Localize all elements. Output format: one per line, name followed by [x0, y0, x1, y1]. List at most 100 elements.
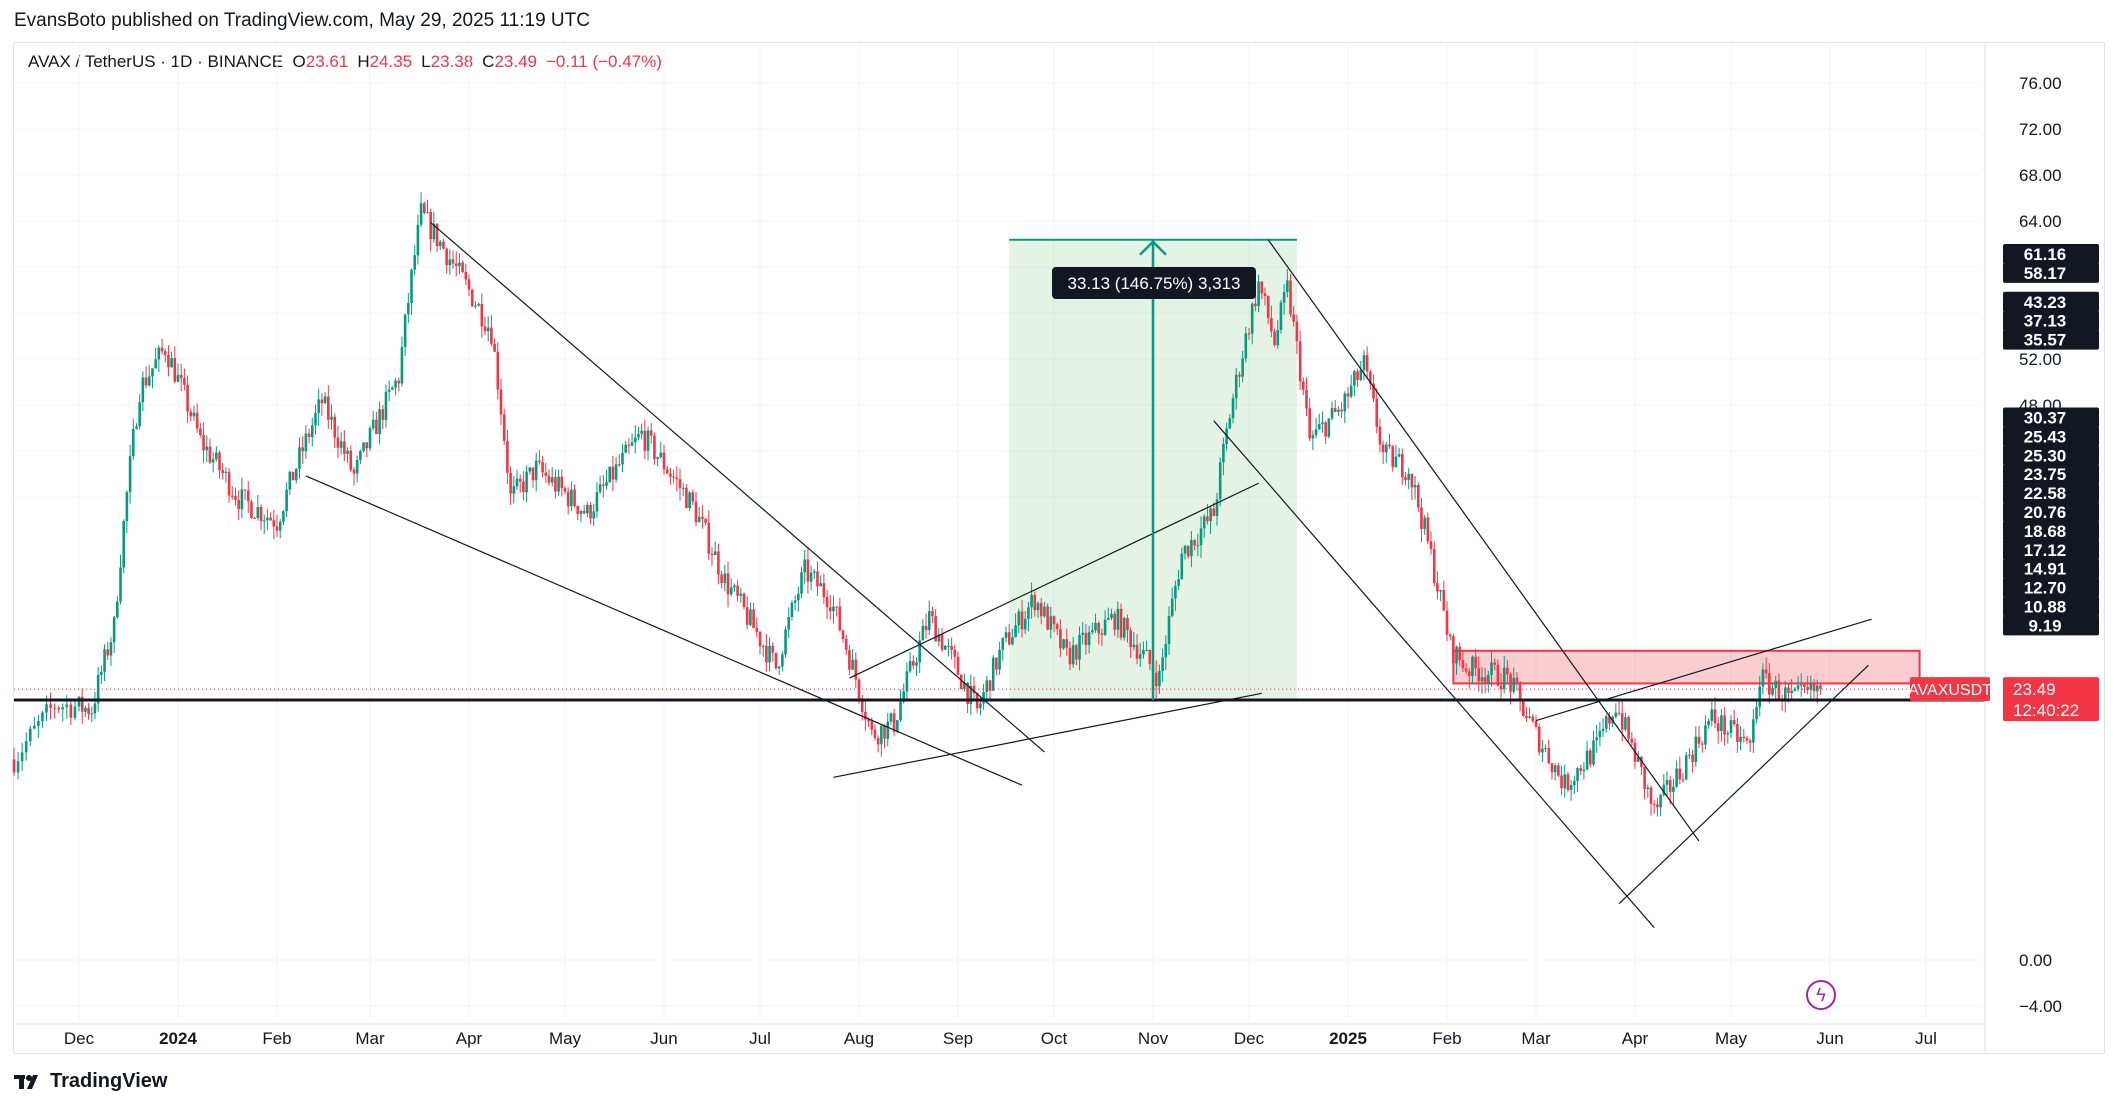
candle-body	[1812, 682, 1816, 692]
time-axis[interactable]: Dec 2024 Feb Mar Apr May Jun Jul Aug Sep Oct Nov Dec…	[14, 1023, 1985, 1048]
candle-body	[243, 489, 247, 491]
flash-icon[interactable]: ϟ	[1806, 980, 1836, 1010]
trendline[interactable]	[1535, 618, 1872, 722]
price-label[interactable]: 58.17	[2003, 262, 2099, 283]
candle-body	[621, 452, 624, 465]
candle-body	[1636, 756, 1640, 762]
candle	[522, 470, 525, 501]
candle-body	[1071, 645, 1075, 665]
price-label-text: 9.19	[2028, 616, 2061, 635]
price-label[interactable]: 30.37	[2003, 407, 2099, 428]
candle-body	[512, 486, 516, 494]
candle	[566, 487, 570, 515]
candle	[256, 494, 260, 521]
price-label[interactable]: 9.19	[2003, 615, 2099, 636]
resistance-zone[interactable]	[1452, 649, 1921, 685]
price-label[interactable]: 25.30	[2003, 445, 2099, 466]
candle	[493, 338, 496, 353]
trendline[interactable]	[849, 482, 1259, 679]
trendline[interactable]	[1618, 664, 1869, 905]
candle-body	[346, 450, 349, 454]
price-label[interactable]: 20.76	[2003, 502, 2099, 522]
candle	[1531, 713, 1535, 724]
price-label[interactable]: 18.68	[2003, 520, 2099, 541]
price-label[interactable]: 14.91	[2003, 558, 2099, 579]
candle	[33, 716, 36, 730]
candle	[509, 466, 512, 505]
candle-body	[259, 507, 263, 522]
price-label[interactable]: 25.43	[2003, 426, 2099, 447]
price-label[interactable]: 17.12	[2003, 539, 2099, 560]
candle	[1553, 763, 1557, 781]
candle-body	[752, 609, 755, 629]
price-label[interactable]: 37.13	[2003, 310, 2099, 331]
price-label[interactable]: 22.58	[2003, 483, 2099, 504]
candle	[662, 444, 666, 475]
price-label[interactable]: 23.75	[2003, 464, 2099, 485]
candle	[122, 519, 126, 574]
price-label[interactable]: 12.70	[2003, 577, 2099, 598]
price-label-box	[2003, 329, 2099, 350]
candle	[1356, 368, 1359, 388]
candle-body	[298, 447, 301, 469]
candle	[838, 597, 842, 632]
chart-frame	[13, 42, 2105, 1054]
candle	[1314, 417, 1318, 439]
candle-body	[1458, 646, 1462, 661]
candle	[183, 368, 186, 391]
trendline[interactable]	[430, 222, 1045, 753]
price-axis[interactable]: 76.0072.0068.0064.0060.0056.0052.0048.00…	[1908, 44, 2099, 1052]
candle	[215, 446, 218, 462]
candle	[1145, 640, 1148, 651]
candle	[1081, 621, 1085, 645]
candle	[515, 469, 519, 490]
price-label-text: 43.23	[2024, 293, 2067, 312]
current-price-tag[interactable]: 23.49 12:40:22	[2003, 677, 2099, 722]
trendline[interactable]	[1213, 420, 1655, 928]
legend-symbol[interactable]: AVAX / TetherUS · 1D · BINANCE	[28, 52, 284, 71]
candle-body	[1254, 303, 1257, 307]
candle	[966, 681, 969, 714]
candle	[1525, 707, 1528, 723]
candle-body	[1097, 622, 1101, 634]
candle	[496, 342, 500, 400]
candle-body	[688, 492, 691, 509]
price-label[interactable]: 43.23	[2003, 291, 2099, 312]
candle-body	[199, 428, 202, 436]
candle-body	[911, 661, 915, 666]
candle	[1573, 775, 1576, 795]
candle	[1499, 673, 1503, 701]
measure-label[interactable]: 33.13 (146.75%) 3,313	[1052, 267, 1256, 299]
price-label[interactable]: 35.57	[2003, 329, 2099, 350]
candle	[103, 644, 106, 682]
candle	[947, 638, 950, 657]
tradingview-logo[interactable]: TradingView	[14, 1070, 167, 1093]
trendline[interactable]	[1267, 239, 1700, 842]
candle	[73, 701, 77, 721]
candle-body	[461, 262, 464, 273]
candle-body	[665, 469, 669, 474]
candle	[1426, 512, 1430, 545]
candle	[630, 433, 634, 447]
candle	[624, 440, 627, 454]
candle-body	[1170, 598, 1174, 617]
candle-body	[291, 471, 295, 481]
candle	[1186, 545, 1190, 559]
candle	[617, 454, 621, 467]
price-label[interactable]: 61.16	[2003, 244, 2099, 264]
candle	[943, 644, 947, 650]
candle-body	[515, 478, 519, 487]
candle	[141, 371, 145, 412]
candle-body	[119, 567, 122, 602]
candle-body	[1604, 716, 1608, 729]
candle-body	[899, 701, 902, 721]
candle-body	[1327, 418, 1331, 437]
price-label[interactable]: 10.88	[2003, 596, 2099, 617]
trendline[interactable]	[305, 475, 1023, 786]
candle-body	[848, 650, 851, 670]
candle-body	[931, 611, 934, 617]
trendline[interactable]	[833, 692, 1262, 778]
candle-body	[1043, 606, 1046, 617]
symbol-price-tag[interactable]: AVAXUSDT	[1908, 677, 1992, 702]
